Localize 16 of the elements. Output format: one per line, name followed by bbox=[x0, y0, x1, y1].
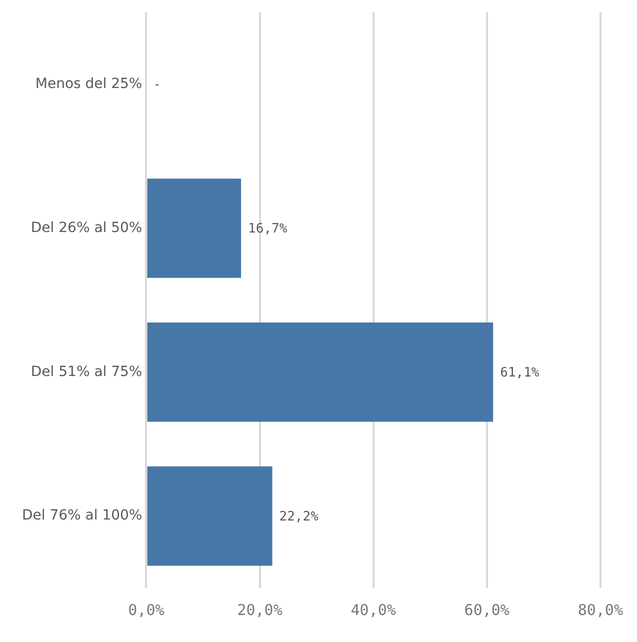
x-tick-label: 20,0% bbox=[237, 600, 282, 619]
x-tick-label: 40,0% bbox=[350, 600, 396, 619]
data-label: 22,2% bbox=[279, 509, 319, 524]
y-tick-label: Del 76% al 100% bbox=[22, 508, 142, 524]
y-tick-label: Menos del 25% bbox=[35, 76, 142, 92]
y-tick-label: Del 51% al 75% bbox=[30, 364, 142, 380]
x-tick-label: 80,0% bbox=[578, 600, 623, 619]
bar bbox=[147, 178, 242, 278]
data-label: 61,1% bbox=[500, 366, 540, 381]
bar bbox=[147, 466, 272, 566]
bar bbox=[147, 322, 494, 422]
y-tick-label: Del 26% al 50% bbox=[30, 220, 142, 236]
data-label: 16,7% bbox=[248, 222, 288, 237]
x-tick-label: 0,0% bbox=[128, 600, 164, 619]
x-tick-label: 60,0% bbox=[464, 600, 510, 619]
data-label: - bbox=[153, 78, 162, 93]
